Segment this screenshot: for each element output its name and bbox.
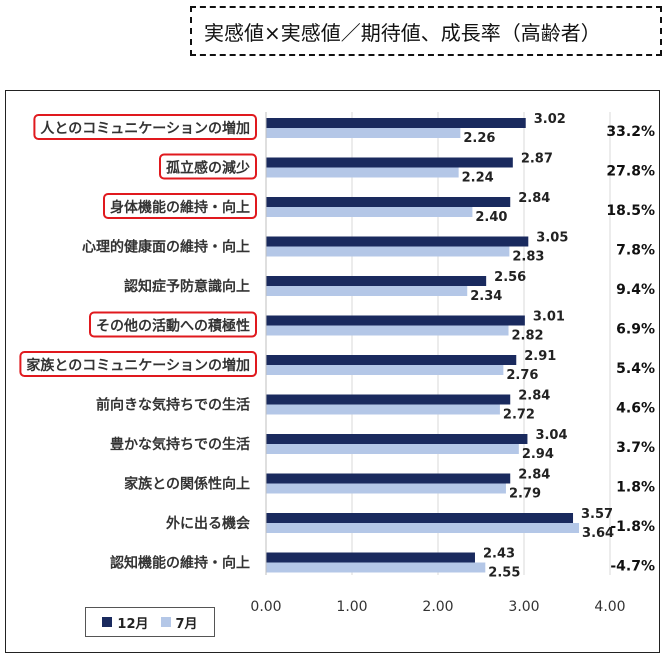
bar-7 [266,207,473,217]
value-label-7: 2.24 [462,171,494,186]
bar-7 [266,444,519,454]
growth-rate-label: 33.2% [606,124,655,140]
category-label: 家族とのコミュニケーションの増加 [26,357,250,374]
value-label-7: 2.55 [488,566,520,581]
category-label: 人とのコミュニケーションの増加 [40,120,250,137]
bar-7 [266,286,468,296]
category-label: 豊かな気持ちでの生活 [110,436,250,453]
bar-12 [266,552,475,563]
value-label-7: 2.72 [503,408,535,423]
bar-12 [266,355,517,365]
highlight-box [103,193,257,219]
value-label-12: 2.84 [518,191,550,206]
value-label-7: 2.26 [463,131,495,146]
x-tick-label: 2.00 [422,599,453,615]
value-label-12: 2.91 [524,349,556,364]
legend-item-12: 12月 [102,613,149,632]
bar-12 [266,276,487,286]
x-tick-label: 0.00 [250,599,281,615]
category-label: 認知機能の維持・向上 [110,555,250,572]
legend-label-12: 12月 [117,616,149,632]
value-label-12: 2.56 [494,270,526,285]
value-label-7: 2.79 [509,487,541,502]
highlight-box [19,351,257,377]
bar-7 [266,483,506,494]
bar-7 [266,325,509,336]
growth-rate-label: 6.9% [616,322,655,338]
category-label: 孤立感の減少 [166,160,250,177]
value-label-7: 3.64 [582,526,614,541]
bar-12 [266,157,513,168]
value-label-7: 2.76 [506,368,538,383]
growth-rate-label: 5.4% [616,361,655,377]
category-label: 家族との関係性向上 [124,476,250,493]
value-label-7: 2.83 [512,250,544,265]
bar-12 [266,315,525,326]
growth-rate-label: 3.7% [616,440,655,456]
value-label-12: 2.87 [521,152,553,167]
legend-swatch-7 [160,617,171,627]
bar-12 [266,513,574,523]
value-label-12: 2.84 [518,389,550,404]
category-label: 認知症予防意識向上 [124,278,250,295]
bar-7 [266,523,580,533]
legend-label-7: 7月 [175,616,198,632]
bar-7 [266,128,461,138]
value-label-7: 2.40 [475,210,507,225]
value-label-12: 3.02 [534,112,566,127]
bar-7 [266,365,504,375]
bar-12 [266,236,529,247]
growth-rate-label: 4.6% [616,401,655,417]
growth-rate-label: -1.8% [610,519,655,535]
bar-12 [266,473,511,484]
category-label: 心理的健康面の維持・向上 [82,239,250,256]
value-label-12: 3.04 [535,428,567,443]
category-label: 前向きな気持ちでの生活 [96,397,250,414]
x-tick-label: 4.00 [594,599,625,615]
value-label-7: 2.82 [512,329,544,344]
growth-rate-label: 27.8% [606,164,655,180]
highlight-box [159,153,257,180]
value-label-12: 2.84 [518,468,550,483]
chart-title: 実感値×実感値／期待値、成長率（高齢者） [190,6,662,56]
bar-12 [266,394,511,405]
legend-swatch-12 [102,617,113,627]
bar-7 [266,562,486,573]
growth-rate-label: 9.4% [616,282,655,298]
highlight-box [89,311,257,338]
legend-item-7: 7月 [160,613,198,632]
growth-rate-label: 1.8% [616,480,655,496]
category-label: 外に出る機会 [166,515,251,532]
chart-legend: 12月 7月 [85,607,215,637]
bar-7 [266,167,459,178]
value-label-12: 3.01 [533,310,565,325]
growth-rate-label: 18.5% [606,203,655,219]
bar-12 [266,434,528,444]
bar-7 [266,246,510,257]
bar-12 [266,118,526,128]
value-label-7: 2.94 [522,447,554,462]
growth-rate-label: 7.8% [616,243,655,259]
value-label-12: 3.05 [536,231,568,246]
value-label-7: 2.34 [470,289,502,304]
value-label-12: 3.57 [581,507,613,522]
bar-12 [266,197,511,207]
growth-rate-label: -4.7% [610,559,655,575]
bar-7 [266,404,500,415]
highlight-box [33,114,257,140]
category-label: 身体機能の維持・向上 [110,199,250,216]
category-label: その他の活動への積極性 [96,318,250,335]
value-label-12: 2.43 [483,547,515,562]
x-tick-label: 3.00 [508,599,539,615]
x-tick-label: 1.00 [336,599,367,615]
